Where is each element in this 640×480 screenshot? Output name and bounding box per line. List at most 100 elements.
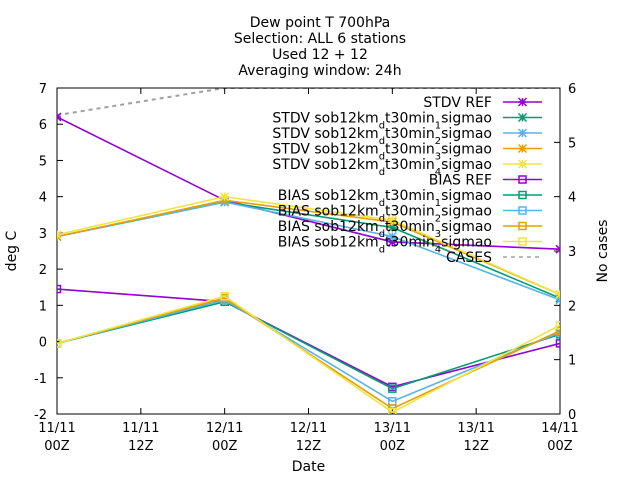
legend-label: STDV sob12kmdt30min3sigmao — [272, 142, 492, 163]
y2-tick-label: 6 — [568, 82, 576, 97]
data-point — [388, 384, 397, 393]
legend-label-part: d — [379, 151, 385, 162]
legend-label-part: 3 — [435, 229, 441, 240]
y-axis-right: 0 1 2 3 4 5 6 — [554, 82, 576, 423]
legend-label: STDV sob12kmdt30min1sigmao — [272, 111, 492, 132]
x-tick-label-hour: 00Z — [212, 439, 238, 454]
y-axis-left: -2 -1 0 1 2 3 4 5 6 7 — [34, 82, 63, 423]
y-tick-label: -2 — [34, 408, 47, 423]
legend-label-part: t30min — [385, 188, 435, 204]
chart-title-line: Used 12 + 12 — [272, 47, 368, 63]
y-tick-label: 6 — [39, 118, 47, 133]
series-bias-6 — [57, 297, 560, 393]
legend-label-part: sigmao — [441, 126, 492, 142]
x-tick-label-hour: 00Z — [547, 439, 573, 454]
legend-label-part: BIAS sob12km — [278, 219, 379, 235]
y-tick-label: 0 — [39, 336, 47, 351]
legend-label: STDV sob12kmdt30min4sigmao — [272, 157, 492, 178]
data-point — [388, 407, 397, 414]
x-tick-label-date: 13/11 — [457, 421, 494, 436]
data-point — [555, 326, 560, 335]
legend-marker — [517, 159, 528, 169]
legend-entry: BIAS sob12kmdt30min2sigmao — [278, 204, 542, 224]
legend-marker — [517, 128, 528, 138]
legend-entry: CASES — [446, 250, 542, 266]
x-axis-title: Date — [292, 459, 325, 475]
data-point — [555, 339, 560, 348]
legend-label: STDV sob12kmdt30min2sigmao — [272, 126, 492, 147]
y-tick-label: -1 — [34, 372, 47, 387]
legend-entry: BIAS sob12kmdt30min3sigmao — [278, 219, 542, 240]
data-point — [555, 289, 560, 299]
data-point — [555, 244, 560, 254]
y2-tick-label: 1 — [568, 354, 576, 369]
legend-marker — [518, 221, 527, 231]
legend-marker — [517, 143, 528, 154]
data-point — [220, 292, 229, 301]
series-line — [57, 201, 560, 301]
legend-entry: BIAS sob12kmdt30min4sigmao — [278, 235, 542, 256]
series-bias-7 — [57, 295, 560, 406]
data-point — [220, 192, 230, 202]
legend-label-part: 3 — [435, 151, 441, 162]
legend-label-part: 4 — [435, 244, 441, 255]
legend-label-part: sigmao — [441, 219, 492, 235]
data-point — [387, 231, 397, 242]
legend-marker — [518, 206, 527, 215]
data-point — [57, 339, 62, 348]
legend-label: BIAS REF — [429, 173, 492, 189]
legend-label-part: STDV sob12km — [272, 157, 378, 173]
series-line — [57, 288, 560, 388]
legend-label-part: d — [379, 167, 385, 178]
y2-tick-label: 3 — [568, 245, 576, 260]
data-point — [57, 112, 62, 122]
series-line — [57, 300, 560, 390]
legend-label-part: BIAS sob12km — [278, 188, 379, 204]
legend-marker — [518, 175, 527, 184]
legend-label: STDV REF — [423, 95, 492, 111]
legend-label-part: STDV sob12km — [272, 142, 378, 158]
series-stdv-4 — [57, 192, 560, 299]
y2-tick-label: 5 — [568, 136, 576, 151]
series-line — [57, 195, 560, 296]
legend-label-part: sigmao — [441, 142, 492, 158]
y-tick-label: 3 — [39, 227, 47, 242]
legend-entry: BIAS REF — [429, 173, 542, 189]
x-tick-label-hour: 00Z — [380, 439, 406, 454]
y2-tick-label: 2 — [568, 299, 576, 314]
x-tick-label-hour: 12Z — [463, 439, 489, 454]
legend-marker — [518, 237, 527, 246]
y2-tick-label: 4 — [568, 191, 576, 206]
legend-marker — [517, 112, 528, 123]
legend-label-part: d — [379, 120, 385, 131]
legend-label-part: 1 — [435, 198, 441, 209]
series-line — [57, 295, 560, 414]
y-tick-label: 5 — [39, 154, 47, 169]
y-tick-label: 1 — [39, 299, 47, 314]
legend-label: BIAS sob12kmdt30min4sigmao — [278, 235, 492, 256]
y2-axis-title: No cases — [595, 220, 611, 283]
legend-label-part: 2 — [435, 136, 441, 147]
series-line — [57, 116, 560, 250]
legend-label-part: d — [379, 213, 385, 224]
legend-label-part: 4 — [435, 167, 441, 178]
x-tick-label-hour: 00Z — [44, 439, 70, 454]
legend-label: CASES — [446, 250, 492, 266]
legend-label-part: 2 — [435, 213, 441, 224]
legend-label-part: t30min — [385, 219, 435, 235]
legend-label-part: sigmao — [441, 111, 492, 127]
x-tick-label-hour: 12Z — [128, 439, 154, 454]
legend-entry: STDV sob12kmdt30min1sigmao — [272, 111, 542, 132]
data-point — [387, 215, 397, 225]
legend-label-part: BIAS sob12km — [278, 235, 379, 251]
chart-title-line: Dew point T 700hPa — [250, 15, 390, 31]
y-axis-title: deg C — [4, 230, 20, 271]
series-bias-5 — [57, 284, 560, 392]
legend-entry: BIAS sob12kmdt30min1sigmao — [278, 188, 542, 209]
legend-label-part: t30min — [385, 204, 435, 220]
chart-title-line: Averaging window: 24h — [238, 63, 401, 79]
y-tick-label: 7 — [39, 82, 47, 97]
data-point — [555, 321, 560, 330]
